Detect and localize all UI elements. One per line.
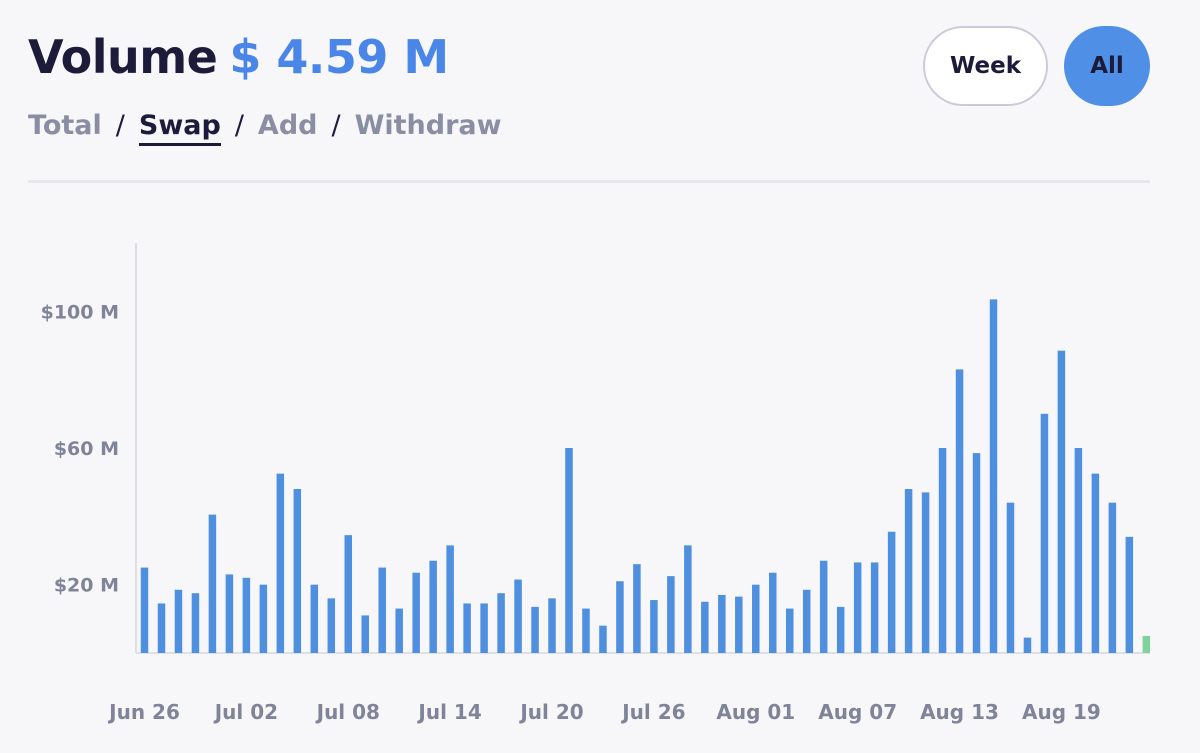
bar [446,545,454,654]
bar [344,535,353,654]
bar [921,492,930,653]
bar [361,615,369,653]
bar [684,545,692,654]
bar [378,567,386,653]
volume-label: Volume [28,30,218,84]
bar [1091,473,1100,654]
bar [225,574,234,653]
x-tick-label: Jul 14 [416,700,481,724]
x-tick-label: Jul 02 [213,700,278,724]
bar [955,369,964,653]
bar [548,598,556,653]
week-range-button[interactable]: Week [923,26,1048,106]
bar [565,448,573,653]
bar [395,608,403,653]
tab-add[interactable]: Add [257,110,318,141]
bar [701,601,709,653]
bar [1006,502,1015,653]
tab-separator: / [115,110,125,141]
bar [650,600,658,653]
tab-withdraw[interactable]: Withdraw [354,110,502,141]
bar [174,589,183,653]
bar [785,608,794,653]
x-tick-label: Jul 26 [620,700,685,724]
bar [429,560,437,653]
bar [735,596,743,654]
bar [242,577,251,653]
bar [276,473,285,654]
bar [972,453,981,654]
bar [208,514,217,654]
bar [1040,413,1049,653]
x-tick-label: Aug 13 [920,700,999,724]
bar [497,593,505,653]
bar [1057,350,1066,654]
bar [938,448,947,653]
x-tick-label: Jun 26 [107,700,180,724]
bar [1074,448,1083,653]
x-tick-label: Jul 20 [518,700,583,724]
x-tick-label: Aug 19 [1022,700,1101,724]
bar [819,560,828,653]
bar [870,562,879,653]
all-range-button[interactable]: All [1064,26,1150,106]
tab-separator: / [234,110,244,141]
bar [412,572,420,653]
x-tick-label: Aug 01 [716,700,795,724]
bar [1023,637,1032,654]
y-ticks-group: $20 M $60 M $100 M [41,301,119,596]
tab-total[interactable]: Total [28,110,102,141]
bars-group [140,299,1151,654]
bar [1142,635,1151,653]
bar [887,531,896,653]
volume-type-tabs: Total / Swap / Add / Withdraw [28,106,502,146]
bar [327,598,336,653]
bar [633,564,641,653]
x-tick-label: Aug 07 [818,700,897,724]
x-tick-label: Jul 08 [315,700,380,724]
y-tick-label: $100 M [41,301,119,323]
page-title: Volume $ 4.59 M [28,30,449,85]
bar [802,589,811,653]
bar [769,572,777,653]
header-divider [28,180,1150,183]
bar [531,606,539,654]
bar [718,594,726,653]
bar [480,603,488,653]
y-tick-label: $60 M [54,438,119,460]
bar [904,489,913,653]
bar [1108,502,1117,653]
bar [157,603,166,653]
bar [616,581,624,653]
bar [463,603,471,653]
x-ticks-group: Jun 26 Jul 02 Jul 08 Jul 14 Jul 20 Jul 26 Aug … [107,700,1101,724]
bar [667,576,675,654]
tab-separator: / [331,110,341,141]
volume-value: $ 4.59 M [229,30,449,84]
tab-swap[interactable]: Swap [138,110,221,146]
bar [582,608,590,653]
bar [310,584,319,653]
bar [259,584,268,653]
bar [140,567,149,653]
bar [836,606,845,654]
bar [599,625,607,653]
bar [514,579,522,653]
bar [989,299,998,654]
bar [191,593,200,653]
bar [853,562,862,653]
bar [752,584,760,653]
bar [293,489,302,653]
bar [1125,536,1134,653]
y-tick-label: $20 M [54,575,119,597]
